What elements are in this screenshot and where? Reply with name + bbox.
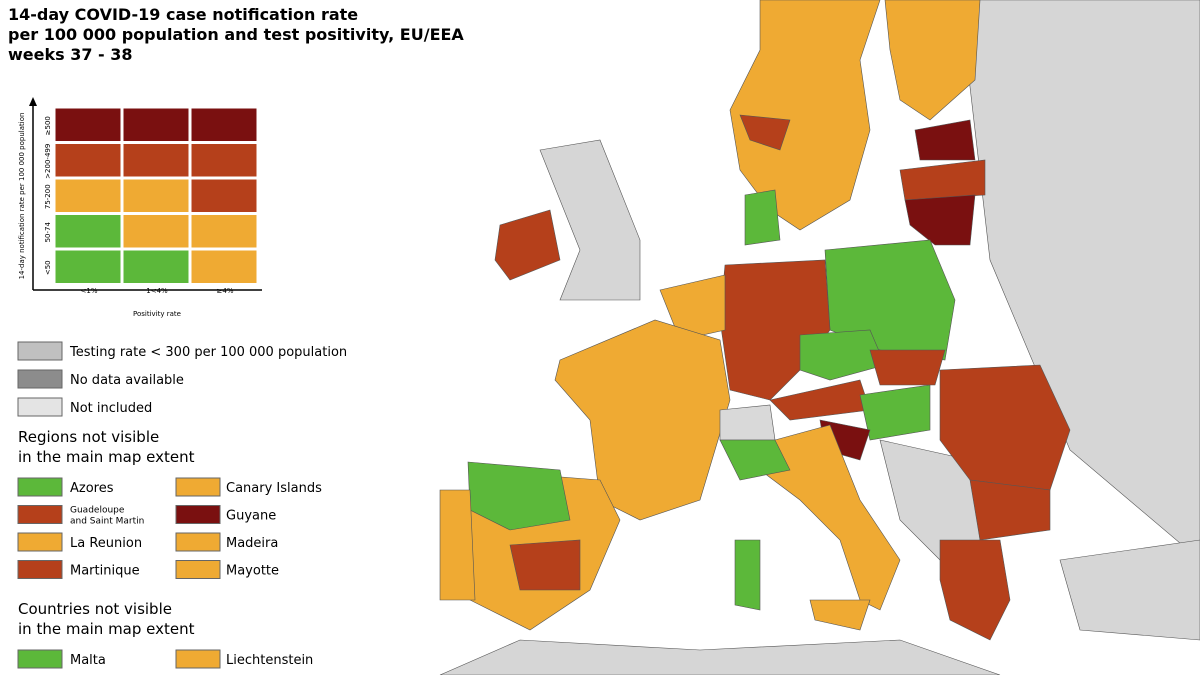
country-swatch [17,649,63,669]
non-eu-east [959,0,1200,561]
region [439,489,476,601]
region [494,209,561,281]
legend-label: No data available [70,373,184,388]
region [799,329,886,381]
region [739,114,791,151]
region [939,539,1011,641]
dynamic-layer: 14-day COVID-19 case notification ratepe… [8,5,464,669]
region-label: La Reunion [70,536,142,551]
region [744,189,781,246]
region [884,0,981,121]
uk [539,139,641,301]
matrix-cell [122,249,190,284]
region [809,599,871,631]
region [719,439,791,481]
region [869,349,946,386]
region [734,539,761,611]
legend-swatch [17,369,63,389]
region [859,384,931,441]
region-swatch [175,532,221,552]
region [554,319,731,521]
region-label: Madeira [226,536,278,551]
matrix-cell [122,178,190,213]
legend-swatch [17,397,63,417]
x-axis-label: Positivity rate [133,310,181,318]
region-label: Guadeloupe [70,506,125,516]
y-axis-label: 14-day notification rate per 100 000 pop… [18,113,26,280]
matrix-cell [190,214,258,249]
country-swatch [175,649,221,669]
column-label: ≥4% [217,287,234,295]
legend-label: Not included [70,401,152,416]
matrix-cell [190,143,258,178]
matrix-cell [54,249,122,284]
region-label: Canary Islands [226,481,322,496]
region [729,0,881,231]
region [509,539,581,591]
region-swatch [175,505,221,524]
matrix-cell [190,178,258,213]
region [899,159,986,201]
section-heading: in the main map extent [18,620,195,638]
row-label: >200-499 [44,144,52,179]
region [759,424,901,611]
region-label: Azores [70,481,114,496]
title-line: 14-day COVID-19 case notification rate [8,5,358,24]
region-swatch [17,532,63,552]
region-swatch [175,477,221,497]
region [769,379,871,421]
column-label: 1<4% [146,287,168,295]
title-line: weeks 37 - 38 [8,45,133,64]
arrow-head [29,97,37,106]
region [659,274,726,341]
matrix-cell [190,249,258,284]
country-label: Malta [70,653,106,668]
region-label: Mayotte [226,564,279,579]
region-swatch [17,505,63,524]
matrix-cell [54,178,122,213]
region [969,479,1051,541]
legend-swatch [17,341,63,361]
matrix-cell [122,214,190,249]
region [719,259,831,401]
column-label: <1% [81,287,98,295]
region-label: Martinique [70,564,140,579]
matrix-cell [54,107,122,142]
matrix-cell [54,143,122,178]
region-label: Guyane [226,509,276,524]
region [719,404,776,441]
section-heading: Countries not visible [18,600,172,618]
north-africa [439,639,1001,675]
row-label: 75-200 [44,184,52,209]
section-heading: in the main map extent [18,448,195,466]
row-label: 50-74 [44,222,52,243]
matrix-cell [122,107,190,142]
region-swatch [17,477,63,497]
legend-label: Testing rate < 300 per 100 000 populatio… [69,345,347,360]
country-label: Liechtenstein [226,653,313,668]
region-swatch [175,560,221,579]
matrix-cell [54,214,122,249]
region [904,194,976,246]
matrix-cell [190,107,258,142]
region [914,119,976,161]
turkey [1059,539,1200,641]
row-label: <50 [44,260,52,275]
region-label: and Saint Martin [70,517,144,527]
title-line: per 100 000 population and test positivi… [8,25,464,44]
map [439,0,1200,675]
row-label: ≥500 [44,116,52,135]
region-swatch [17,560,63,579]
section-heading: Regions not visible [18,428,159,446]
matrix-cell [122,143,190,178]
